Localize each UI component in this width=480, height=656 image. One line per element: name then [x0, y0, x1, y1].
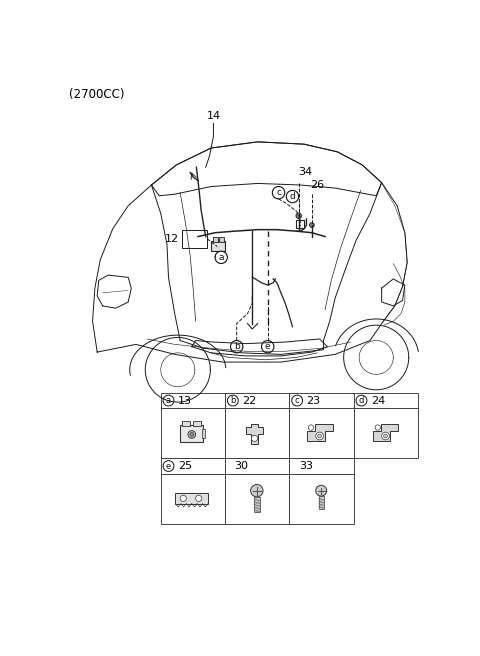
Text: 24: 24 — [371, 396, 385, 405]
Polygon shape — [373, 424, 398, 441]
Text: 26: 26 — [311, 180, 324, 190]
Bar — [219, 237, 224, 242]
Text: 34: 34 — [298, 167, 312, 177]
Circle shape — [251, 485, 263, 497]
Text: 12: 12 — [165, 234, 179, 244]
Bar — [180, 425, 204, 442]
Text: 25: 25 — [178, 461, 192, 471]
Bar — [202, 429, 205, 438]
Bar — [225, 408, 289, 459]
Circle shape — [262, 340, 274, 353]
Text: 33: 33 — [299, 461, 312, 471]
Bar — [193, 420, 201, 426]
Bar — [161, 474, 225, 523]
Circle shape — [318, 434, 322, 438]
Bar — [161, 459, 225, 474]
Bar — [176, 493, 208, 504]
Bar — [319, 496, 324, 509]
Circle shape — [196, 495, 202, 501]
Bar — [225, 459, 289, 474]
Text: 30: 30 — [234, 461, 248, 471]
Circle shape — [230, 340, 243, 353]
Text: a: a — [218, 253, 224, 262]
Bar — [213, 237, 218, 242]
Bar — [225, 474, 289, 523]
Text: c: c — [276, 188, 281, 197]
Circle shape — [384, 434, 387, 438]
Circle shape — [188, 430, 196, 438]
Circle shape — [296, 213, 301, 218]
Circle shape — [252, 435, 258, 441]
Circle shape — [180, 495, 186, 501]
Circle shape — [310, 222, 314, 228]
Bar — [211, 241, 225, 251]
Text: d: d — [359, 396, 364, 405]
Circle shape — [286, 190, 299, 203]
Bar — [182, 230, 207, 248]
Circle shape — [382, 432, 389, 440]
Text: d: d — [289, 192, 295, 201]
Text: a: a — [166, 396, 171, 405]
Text: 14: 14 — [206, 111, 220, 121]
Polygon shape — [246, 424, 263, 443]
Bar — [225, 393, 289, 408]
Circle shape — [272, 186, 285, 199]
Circle shape — [316, 432, 324, 440]
Text: (2700CC): (2700CC) — [69, 88, 125, 101]
Bar — [296, 220, 304, 228]
Circle shape — [190, 432, 194, 436]
Polygon shape — [307, 424, 333, 441]
Circle shape — [215, 251, 228, 264]
Circle shape — [375, 425, 381, 430]
Bar — [289, 474, 354, 523]
Bar — [182, 420, 190, 426]
Text: c: c — [295, 396, 300, 405]
Text: e: e — [265, 342, 271, 351]
Text: b: b — [234, 342, 240, 351]
Text: 13: 13 — [178, 396, 192, 405]
Bar — [354, 393, 418, 408]
Text: 22: 22 — [242, 396, 256, 405]
Bar — [161, 408, 225, 459]
Bar — [289, 393, 354, 408]
Circle shape — [316, 485, 326, 496]
Text: b: b — [230, 396, 236, 405]
Bar — [354, 408, 418, 459]
Bar — [289, 459, 354, 474]
Bar — [289, 408, 354, 459]
Bar — [161, 393, 225, 408]
Text: e: e — [166, 462, 171, 470]
Bar — [254, 497, 260, 512]
Text: 23: 23 — [306, 396, 321, 405]
Circle shape — [308, 425, 314, 430]
